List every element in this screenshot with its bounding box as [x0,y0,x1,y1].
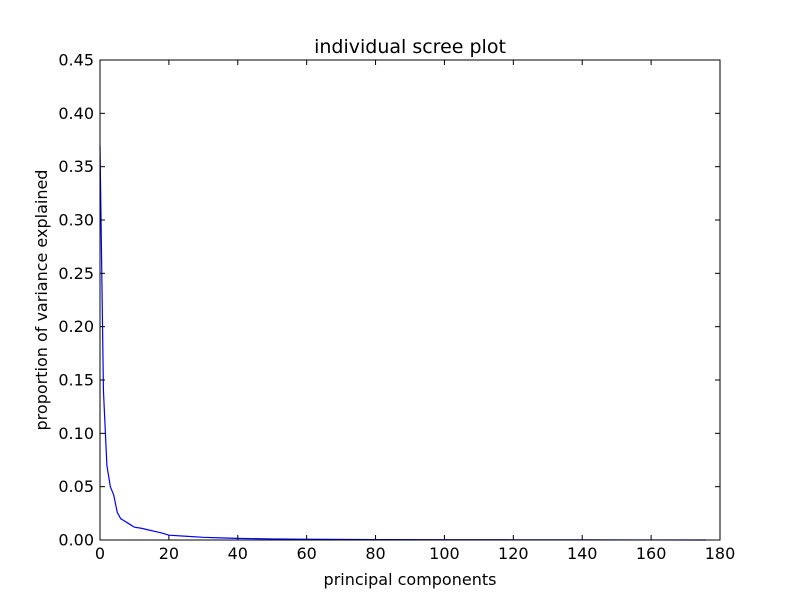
x-tick-label: 100 [429,544,460,563]
x-tick-label: 180 [705,544,736,563]
y-tick-label: 0.25 [58,264,94,283]
x-tick-label: 40 [228,544,248,563]
axes-frame [99,59,721,541]
x-tick-label: 60 [296,544,316,563]
y-tick-label: 0.00 [58,531,94,550]
y-tick-label: 0.20 [58,317,94,336]
x-axis-label: principal components [324,570,497,589]
chart-title: individual scree plot [314,36,506,58]
series-line-0 [99,145,707,541]
x-tick-label: 20 [159,544,179,563]
x-tick-label: 0 [95,544,105,563]
y-tick-label: 0.10 [58,424,94,443]
x-tick-label: 120 [498,544,529,563]
y-tick-label: 0.15 [58,371,94,390]
x-tick-label: 80 [365,544,385,563]
x-tick-label: 140 [567,544,598,563]
y-axis-label: proportion of variance explained [32,170,51,431]
y-tick-label: 0.40 [58,104,94,123]
y-tick-label: 0.30 [58,211,94,230]
y-tick-label: 0.35 [58,157,94,176]
x-tick-label: 160 [636,544,667,563]
y-tick-label: 0.05 [58,477,94,496]
plot-area: 0 20 40 60 80 100 120 140 160 180 0.00 0.05 0.10 0.15… [58,51,735,564]
y-tick-label: 0.45 [58,51,94,70]
